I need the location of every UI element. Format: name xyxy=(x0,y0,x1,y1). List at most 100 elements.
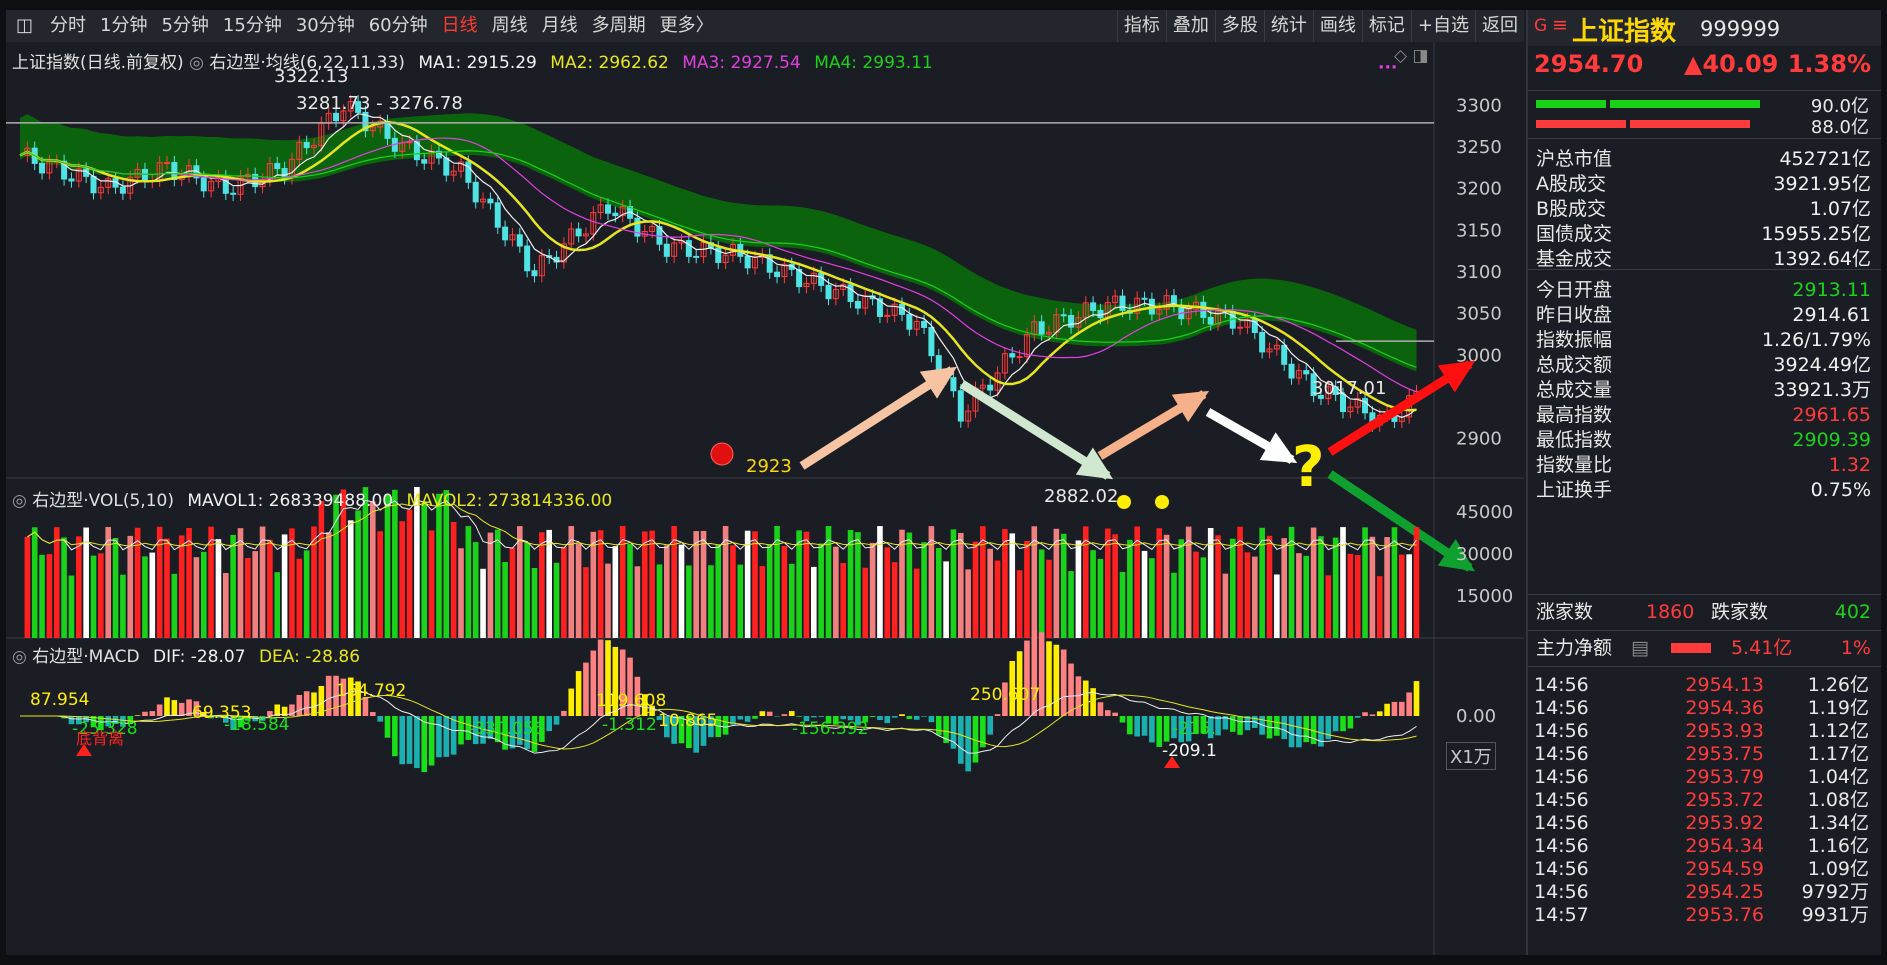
candle-body xyxy=(597,204,604,214)
candle-body xyxy=(164,162,170,165)
tick-amount: 1.26亿 xyxy=(1807,674,1869,696)
period-tab[interactable]: 月线 xyxy=(541,15,578,36)
volume-bar xyxy=(164,538,170,638)
ma-band xyxy=(20,113,1417,372)
macd-bar xyxy=(575,671,582,716)
candle-body xyxy=(803,282,810,288)
period-tab[interactable]: 30分钟 xyxy=(295,15,355,36)
tool-button[interactable]: 多股 xyxy=(1214,10,1264,42)
macd-bar xyxy=(105,716,111,727)
macd-bar xyxy=(700,716,707,746)
divider xyxy=(1528,138,1881,139)
g-icon[interactable]: G xyxy=(1534,16,1548,36)
menu-icon[interactable]: ≡ xyxy=(1552,14,1568,36)
main-indicator-name[interactable]: 右边型·均线(6,22,11,33) xyxy=(209,53,405,73)
flow-row: 主力净额 ▤ 5.41亿 1% xyxy=(1536,635,1871,661)
tool-button[interactable]: 统计 xyxy=(1263,10,1313,42)
volume-bar xyxy=(1112,534,1118,638)
volume-bar xyxy=(465,526,472,638)
volume-bar xyxy=(1222,573,1229,638)
period-tab[interactable]: 60分钟 xyxy=(368,15,428,36)
chart-area[interactable]: 3300 3250 3200 3150 3100 3050 3000 2900 3322.13 3… xyxy=(6,42,1524,955)
volume-bar xyxy=(869,542,876,638)
quote-panel: G ≡ 上证指数 999999 2954.70 ▲40.09 1.38% 90.… xyxy=(1526,10,1881,955)
volume-bar xyxy=(1413,527,1420,638)
price-tick-label: 3150 xyxy=(1456,220,1502,241)
macd-bar xyxy=(156,704,163,716)
chart-tools-icons[interactable]: ◇ ◨ xyxy=(1394,46,1429,66)
macd-bar xyxy=(759,711,766,716)
period-tab[interactable]: 1分钟 xyxy=(100,15,148,36)
macd-bar xyxy=(384,716,391,738)
macd-bar xyxy=(1090,688,1096,716)
volume-bar xyxy=(906,532,913,638)
macd-bar xyxy=(340,678,347,716)
volume-bar xyxy=(1082,526,1089,638)
period-tab[interactable]: 分时 xyxy=(50,15,87,36)
macd-bar xyxy=(634,676,641,716)
tool-button[interactable]: 标记 xyxy=(1361,10,1411,42)
macd-bar xyxy=(1310,716,1317,745)
candle-body xyxy=(1288,363,1295,379)
macd-bar xyxy=(568,688,575,716)
mavol2-line xyxy=(27,502,1417,547)
tick-amount: 9792万 xyxy=(1801,881,1869,903)
macd-bar xyxy=(1274,716,1280,736)
kline-svg[interactable]: 330032503200315031003050300029003322.133… xyxy=(6,42,1524,955)
macd-bar xyxy=(891,716,898,718)
flow-bar xyxy=(1671,643,1711,653)
volume-bar xyxy=(76,536,82,638)
volume-settings-icon[interactable]: ◎ xyxy=(12,491,33,511)
tool-button[interactable]: 叠加 xyxy=(1165,10,1215,42)
macd-indicator-name[interactable]: 右边型·MACD xyxy=(32,647,140,667)
period-tab[interactable]: 日线 xyxy=(441,15,478,36)
volume-bar xyxy=(788,563,795,638)
candle-body xyxy=(649,226,656,233)
candle-body xyxy=(1295,370,1302,379)
flow-detail-icon[interactable]: ▤ xyxy=(1631,637,1649,659)
candle-body xyxy=(450,170,457,176)
arrow-down-1 xyxy=(959,380,1111,480)
indicator-settings-icon[interactable]: ◎ xyxy=(189,53,210,73)
stat-row: A股成交 3921.95亿 xyxy=(1536,171,1871,197)
volume-bar xyxy=(53,527,60,638)
stat-row: 指数量比 1.32 xyxy=(1536,452,1871,478)
candle-body xyxy=(458,161,464,172)
period-tab[interactable]: 15分钟 xyxy=(222,15,282,36)
macd-bar xyxy=(193,701,200,716)
macd-bar xyxy=(722,716,729,735)
volume-bar xyxy=(921,542,927,638)
candle-body xyxy=(1009,353,1016,358)
macd-bar xyxy=(818,716,824,717)
macd-settings-icon[interactable]: ◎ xyxy=(12,647,33,667)
volume-bar xyxy=(1362,527,1368,638)
ma1-value: MA1: 2915.29 xyxy=(418,53,537,73)
period-tab[interactable]: 周线 xyxy=(491,15,528,36)
tool-button[interactable]: 返回 xyxy=(1475,10,1524,42)
period-tab[interactable]: 更多〉 xyxy=(659,15,714,36)
arrow-up-1-head xyxy=(919,366,958,399)
macd-bar xyxy=(1325,716,1332,740)
volume-indicator-name[interactable]: 右边型·VOL(5,10) xyxy=(32,491,174,511)
period-tab[interactable]: 多周期 xyxy=(591,15,646,36)
macd-bar xyxy=(318,685,325,716)
tool-button[interactable]: +自选 xyxy=(1410,10,1475,42)
tool-button[interactable]: 画线 xyxy=(1312,10,1362,42)
volume-bar xyxy=(274,572,281,638)
candle-body xyxy=(1163,295,1170,310)
volume-bar xyxy=(494,529,501,638)
volume-bar xyxy=(855,532,861,638)
candle-body xyxy=(1259,332,1266,353)
dif-line xyxy=(20,689,1417,754)
sidebar-toggle-icon[interactable]: ◫ xyxy=(16,15,34,36)
macd-value-label: -18.584 xyxy=(224,715,290,735)
period-tab[interactable]: 5分钟 xyxy=(161,15,209,36)
tick-price: 2954.36 xyxy=(1685,697,1764,719)
candle-body xyxy=(671,242,678,257)
tool-button[interactable]: 指标 xyxy=(1116,10,1166,42)
macd-bar xyxy=(347,677,354,716)
volume-unit: X1万 xyxy=(1446,742,1496,770)
dots-icon[interactable]: ··· xyxy=(1378,58,1398,78)
candle-body xyxy=(1023,334,1030,358)
macd-bar xyxy=(561,710,567,716)
